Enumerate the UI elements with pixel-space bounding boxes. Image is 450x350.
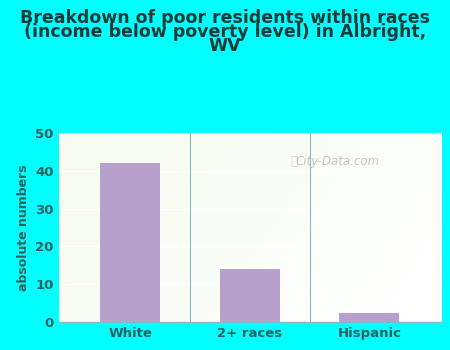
Text: Breakdown of poor residents within races: Breakdown of poor residents within races xyxy=(20,9,430,27)
Bar xyxy=(100,163,160,322)
Text: City-Data.com: City-Data.com xyxy=(296,155,380,168)
Y-axis label: absolute numbers: absolute numbers xyxy=(17,164,30,291)
Text: ⓘ: ⓘ xyxy=(290,155,297,168)
Text: WV: WV xyxy=(209,37,241,55)
Text: (income below poverty level) in Albright,: (income below poverty level) in Albright… xyxy=(24,23,426,41)
Bar xyxy=(339,313,399,322)
Bar xyxy=(220,269,279,322)
